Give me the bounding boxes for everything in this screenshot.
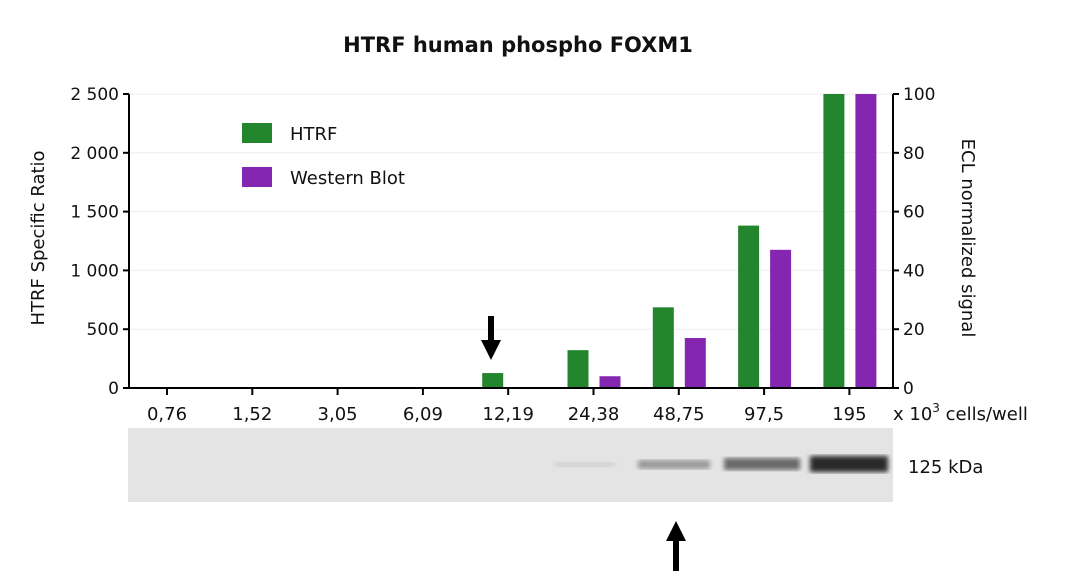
x-tick-label: 12,19 xyxy=(482,404,534,425)
bar-western-blot xyxy=(770,249,792,388)
y-tick-label: 2 000 xyxy=(70,144,119,164)
x-tick-label: 195 xyxy=(832,404,866,425)
y2-tick-label: 100 xyxy=(903,85,935,105)
y-tick-label: 2 500 xyxy=(70,85,119,105)
western-blot-image xyxy=(128,428,893,502)
y2-tick-label: 20 xyxy=(903,320,925,340)
legend-swatch-western-blot xyxy=(242,167,272,187)
bar-htrf xyxy=(823,94,845,388)
y2-axis-label: ECL normalized signal xyxy=(957,139,978,338)
x-tick-label: 0,76 xyxy=(147,404,187,425)
legend-label-htrf: HTRF xyxy=(290,124,337,145)
x-tick-label: 24,38 xyxy=(568,404,620,425)
bar-western-blot xyxy=(684,338,706,388)
y2-tick-label: 80 xyxy=(903,144,925,164)
x-tick-label: 1,52 xyxy=(232,404,272,425)
legend-swatch-htrf xyxy=(242,123,272,143)
y-tick-label: 1 000 xyxy=(70,261,119,281)
blot-label: 125 kDa xyxy=(908,457,983,478)
x-tick-label: 48,75 xyxy=(653,404,705,425)
y-tick-label: 0 xyxy=(108,379,119,399)
x-tick-label: 3,05 xyxy=(318,404,358,425)
bar-htrf xyxy=(652,307,674,388)
x-tick-label: 97,5 xyxy=(744,404,784,425)
y2-tick-label: 60 xyxy=(903,203,925,223)
x-axis-label: x 103 cells/well xyxy=(893,401,1028,425)
bar-htrf xyxy=(482,373,504,388)
bar-western-blot xyxy=(599,376,621,388)
chart-title: HTRF human phospho FOXM1 xyxy=(343,33,693,57)
arrow-up-icon xyxy=(666,521,686,571)
y-tick-label: 500 xyxy=(87,320,119,340)
legend: HTRF Western Blot xyxy=(242,123,405,189)
arrow-down-icon xyxy=(481,316,501,360)
y-tick-label: 1 500 xyxy=(70,203,119,223)
y2-tick-label: 0 xyxy=(903,379,914,399)
bar-htrf xyxy=(738,225,760,388)
bar-htrf xyxy=(567,350,589,388)
y2-tick-label: 40 xyxy=(903,261,925,281)
legend-label-western-blot: Western Blot xyxy=(290,168,405,189)
y-axis-label: HTRF Specific Ratio xyxy=(28,150,49,325)
x-tick-label: 6,09 xyxy=(403,404,443,425)
bar-western-blot xyxy=(855,94,877,388)
